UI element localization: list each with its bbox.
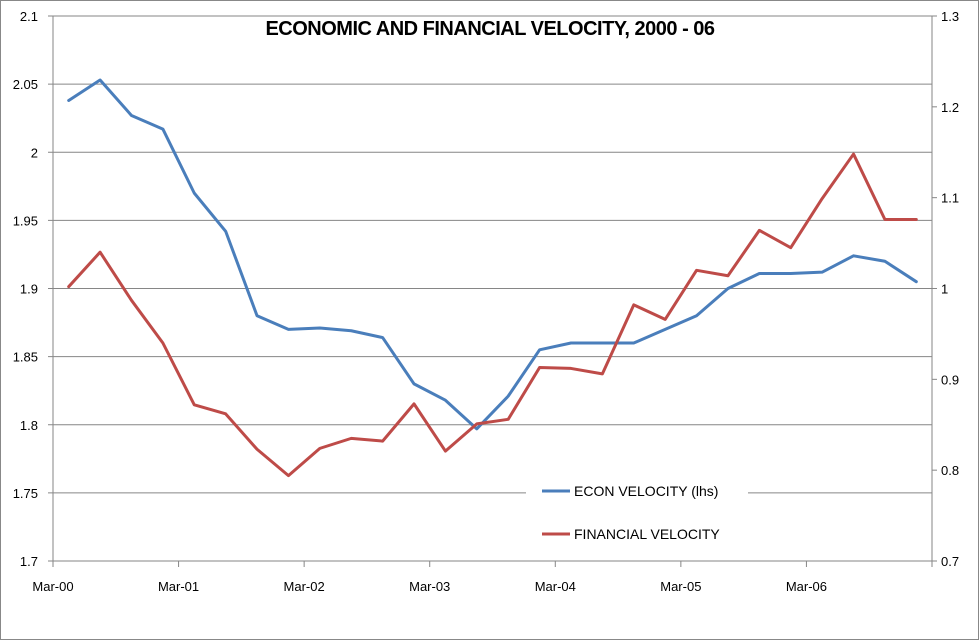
right-axis-tick-label: 0.7 — [941, 554, 959, 569]
right-axis-tick-label: 0.8 — [941, 463, 959, 478]
legend: ECON VELOCITY (lhs) FINANCIAL VELOCITY — [542, 483, 720, 542]
legend-background — [526, 472, 748, 550]
gridlines — [53, 15, 932, 494]
left-axis-tick-label: 2 — [31, 145, 38, 160]
legend-label-financial-velocity: FINANCIAL VELOCITY — [574, 526, 720, 542]
left-axis-tick-label: 1.9 — [20, 282, 38, 297]
left-axis-tick-label: 1.75 — [13, 486, 38, 501]
x-axis-tick-label: Mar-03 — [409, 579, 450, 594]
left-axis-tick-label: 1.8 — [20, 418, 38, 433]
chart-title: ECONOMIC AND FINANCIAL VELOCITY, 2000 - … — [265, 18, 714, 40]
left-axis-tick-label: 1.85 — [13, 350, 38, 365]
legend-label-econ-velocity: ECON VELOCITY (lhs) — [574, 483, 718, 499]
left-axis-tick-label: 2.05 — [13, 77, 38, 92]
series-lines — [67, 78, 918, 478]
left-axis-tick-label: 1.95 — [13, 213, 38, 228]
left-axis-tick-label: 2.1 — [20, 9, 38, 24]
right-axis-tick-label: 0.9 — [941, 372, 959, 387]
right-axis-tick-label: 1 — [941, 282, 948, 297]
series-line-financial-velocity — [67, 152, 918, 478]
right-axis-tick-label: 1.3 — [941, 9, 959, 24]
x-axis-tick-label: Mar-04 — [535, 579, 576, 594]
series-line-econ-velocity-lhs — [67, 78, 918, 431]
axes: 1.7 1.75 1.8 1.85 1.9 1.95 2 2.05 2.1 0.7 0.8 0.9 1 1… — [13, 9, 959, 594]
x-axis-tick-label: Mar-05 — [660, 579, 701, 594]
right-axis-tick-label: 1.1 — [941, 191, 959, 206]
right-axis-tick-label: 1.2 — [941, 100, 959, 115]
x-axis-tick-label: Mar-01 — [158, 579, 199, 594]
x-axis-tick-label: Mar-02 — [284, 579, 325, 594]
x-axis-tick-label: Mar-06 — [786, 579, 827, 594]
left-axis-tick-label: 1.7 — [20, 554, 38, 569]
x-axis-tick-label: Mar-00 — [32, 579, 73, 594]
